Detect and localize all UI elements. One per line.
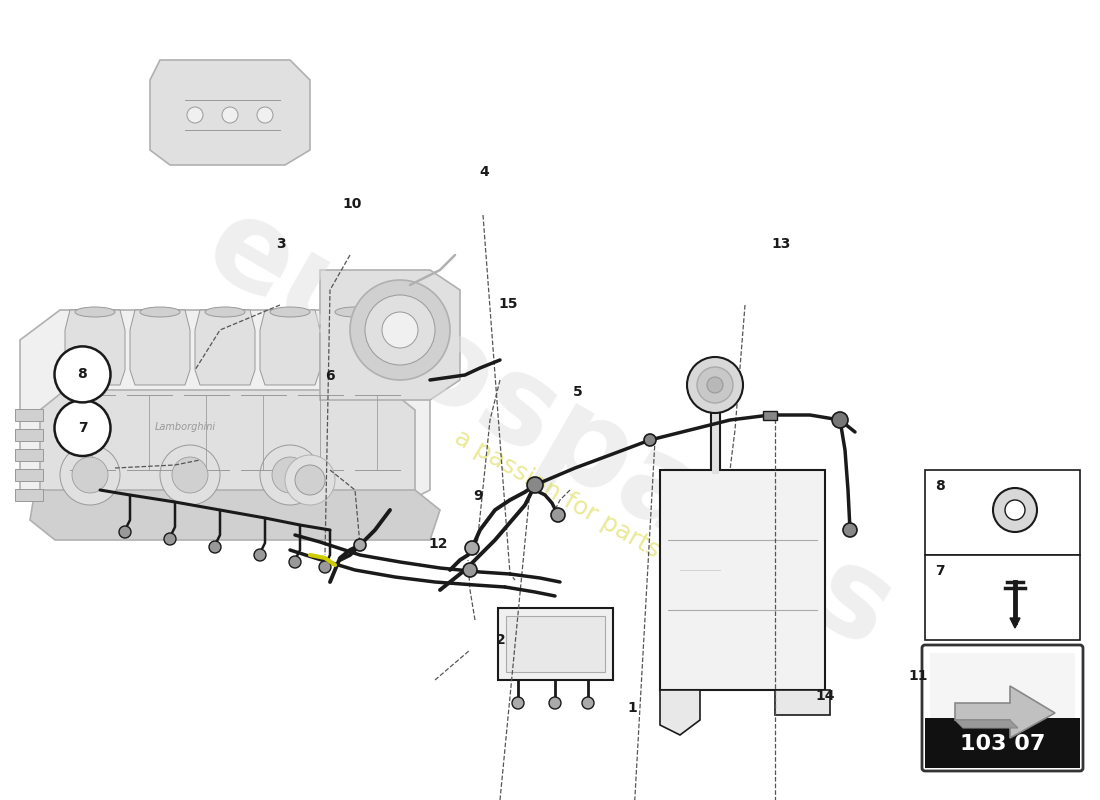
Circle shape <box>55 346 110 402</box>
Ellipse shape <box>336 307 375 317</box>
Polygon shape <box>1010 618 1020 628</box>
Circle shape <box>365 295 435 365</box>
Circle shape <box>707 377 723 393</box>
Circle shape <box>254 549 266 561</box>
Circle shape <box>644 434 656 446</box>
Circle shape <box>582 697 594 709</box>
Bar <box>930 653 1075 725</box>
Text: 1: 1 <box>628 701 637 715</box>
Text: 103 07: 103 07 <box>960 734 1045 754</box>
Text: 11: 11 <box>909 669 928 683</box>
Circle shape <box>260 445 320 505</box>
Text: 2: 2 <box>496 633 505 647</box>
Circle shape <box>551 508 565 522</box>
Circle shape <box>60 445 120 505</box>
Text: 14: 14 <box>815 689 835 703</box>
Polygon shape <box>40 390 415 510</box>
Text: 5: 5 <box>573 385 582 399</box>
Text: eurospares: eurospares <box>186 186 914 674</box>
Bar <box>925 718 1080 768</box>
Bar <box>15 449 43 461</box>
Circle shape <box>993 488 1037 532</box>
Text: 7: 7 <box>935 564 945 578</box>
Circle shape <box>160 445 220 505</box>
Text: 10: 10 <box>342 197 362 211</box>
Text: 8: 8 <box>935 479 945 493</box>
Circle shape <box>512 697 524 709</box>
Text: a passion for parts since 1985: a passion for parts since 1985 <box>450 425 790 635</box>
Polygon shape <box>260 310 320 385</box>
Bar <box>15 409 43 421</box>
Circle shape <box>257 107 273 123</box>
Circle shape <box>688 357 742 413</box>
Polygon shape <box>150 60 310 165</box>
Text: Lamborghini: Lamborghini <box>155 422 216 432</box>
Bar <box>15 429 43 441</box>
Polygon shape <box>324 310 385 385</box>
Circle shape <box>697 367 733 403</box>
Bar <box>15 489 43 501</box>
Bar <box>15 469 43 481</box>
Circle shape <box>172 457 208 493</box>
Circle shape <box>1005 500 1025 520</box>
Circle shape <box>55 400 110 456</box>
Polygon shape <box>320 270 460 400</box>
Polygon shape <box>195 310 255 385</box>
Text: 12: 12 <box>428 537 448 551</box>
Text: 8: 8 <box>78 367 87 382</box>
Ellipse shape <box>270 307 310 317</box>
Polygon shape <box>20 310 430 510</box>
Circle shape <box>209 541 221 553</box>
Circle shape <box>843 523 857 537</box>
Circle shape <box>354 539 366 551</box>
Ellipse shape <box>205 307 245 317</box>
FancyBboxPatch shape <box>922 645 1084 771</box>
Circle shape <box>222 107 238 123</box>
Circle shape <box>187 107 204 123</box>
Circle shape <box>319 561 331 573</box>
Circle shape <box>527 477 543 493</box>
Circle shape <box>119 526 131 538</box>
Text: 6: 6 <box>326 369 334 383</box>
Text: 4: 4 <box>480 165 488 179</box>
Bar <box>763 410 777 419</box>
Circle shape <box>465 541 478 555</box>
Circle shape <box>289 556 301 568</box>
Text: 7: 7 <box>78 421 87 435</box>
Text: 13: 13 <box>771 237 791 251</box>
Circle shape <box>832 412 848 428</box>
Polygon shape <box>660 690 700 735</box>
Circle shape <box>350 280 450 380</box>
Circle shape <box>295 465 324 495</box>
Bar <box>506 616 605 672</box>
Bar <box>925 555 1080 640</box>
Circle shape <box>272 457 308 493</box>
Polygon shape <box>130 310 190 385</box>
Bar <box>925 470 1080 555</box>
Circle shape <box>382 312 418 348</box>
Circle shape <box>463 563 477 577</box>
Polygon shape <box>65 310 125 385</box>
Ellipse shape <box>140 307 180 317</box>
Polygon shape <box>955 686 1055 738</box>
Polygon shape <box>955 720 1018 728</box>
Bar <box>660 470 825 690</box>
Bar <box>498 608 613 680</box>
Circle shape <box>549 697 561 709</box>
Text: 3: 3 <box>276 237 285 251</box>
Polygon shape <box>30 490 440 540</box>
Text: 15: 15 <box>498 297 518 311</box>
Circle shape <box>72 457 108 493</box>
Bar <box>776 690 830 715</box>
Ellipse shape <box>75 307 116 317</box>
Circle shape <box>164 533 176 545</box>
Circle shape <box>285 455 336 505</box>
Text: 9: 9 <box>474 489 483 503</box>
